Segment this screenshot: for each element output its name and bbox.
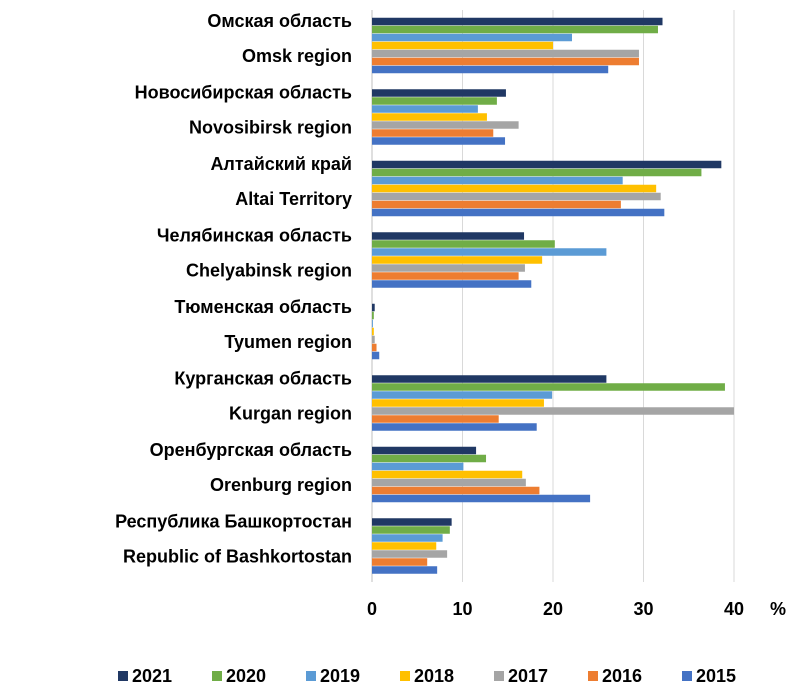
bar <box>372 176 623 185</box>
legend-label: 2020 <box>226 666 266 686</box>
bar <box>372 121 519 129</box>
x-tick-label: 20 <box>543 599 563 619</box>
category-label: Оренбургская область <box>150 440 352 460</box>
bar <box>372 526 450 534</box>
category-label: Тюменская область <box>174 297 352 317</box>
bar <box>372 272 519 280</box>
bar <box>372 375 607 383</box>
bar <box>372 391 553 399</box>
legend-swatch <box>682 671 692 681</box>
bar <box>372 566 438 574</box>
bar <box>372 383 725 391</box>
legend-label: 2021 <box>132 666 172 686</box>
x-tick-label: 40 <box>724 599 744 619</box>
bar <box>372 232 525 240</box>
category-label-en: Chelyabinsk region <box>186 260 352 280</box>
bar <box>372 478 526 487</box>
bar <box>372 351 380 360</box>
bar <box>372 518 452 526</box>
legend-swatch <box>494 671 504 681</box>
bar <box>372 97 497 105</box>
category-label-en: Omsk region <box>242 46 352 66</box>
bar <box>372 25 658 34</box>
bar <box>372 17 663 26</box>
bar <box>372 240 555 248</box>
bar <box>372 113 487 121</box>
bar <box>372 200 621 209</box>
bar <box>372 319 373 328</box>
x-tick-label: 10 <box>452 599 472 619</box>
bar <box>372 415 499 423</box>
bar <box>372 192 661 201</box>
bar <box>372 160 722 169</box>
bar <box>372 343 377 352</box>
bar <box>372 168 702 177</box>
bar <box>372 303 375 312</box>
x-unit: % <box>770 599 786 619</box>
bar <box>372 407 734 415</box>
bar <box>372 558 428 566</box>
bar <box>372 446 477 455</box>
bar <box>372 494 591 503</box>
legend-label: 2019 <box>320 666 360 686</box>
bar <box>372 486 540 495</box>
legend-swatch <box>118 671 128 681</box>
legend-swatch <box>588 671 598 681</box>
bar <box>372 184 657 193</box>
category-label: Курганская область <box>174 368 352 388</box>
bar <box>372 335 375 344</box>
category-label: Алтайский край <box>210 154 352 174</box>
category-label-en: Tyumen region <box>224 332 352 352</box>
bar <box>372 327 374 336</box>
category-label: Республика Башкортостан <box>115 511 352 531</box>
bar <box>372 311 374 320</box>
bar <box>372 65 609 74</box>
bar <box>372 542 437 550</box>
category-label-en: Novosibirsk region <box>189 117 352 137</box>
legend-swatch <box>212 671 222 681</box>
legend-swatch <box>306 671 316 681</box>
bar <box>372 41 553 50</box>
category-label-en: Kurgan region <box>229 403 352 423</box>
legend-label: 2016 <box>602 666 642 686</box>
category-label-en: Orenburg region <box>210 475 352 495</box>
bar <box>372 280 532 288</box>
bar <box>372 454 487 463</box>
legend-label: 2018 <box>414 666 454 686</box>
bar <box>372 264 525 272</box>
bar <box>372 57 639 66</box>
bar <box>372 550 448 558</box>
legend-swatch <box>400 671 410 681</box>
category-label-en: Altai Territory <box>235 189 352 209</box>
x-tick-label: 30 <box>633 599 653 619</box>
bar <box>372 470 523 479</box>
legend-label: 2017 <box>508 666 548 686</box>
bar <box>372 33 573 42</box>
legend-label: 2015 <box>696 666 736 686</box>
category-label: Челябинская область <box>157 225 352 245</box>
bar <box>372 248 607 256</box>
bar <box>372 89 506 97</box>
bar <box>372 399 544 407</box>
bar <box>372 105 478 113</box>
bar <box>372 129 494 137</box>
category-label-en: Republic of Bashkortostan <box>123 546 352 566</box>
bar <box>372 49 639 58</box>
bar <box>372 256 543 264</box>
bar <box>372 137 506 145</box>
bar <box>372 208 665 217</box>
category-label: Омская область <box>207 11 352 31</box>
x-tick-label: 0 <box>367 599 377 619</box>
category-label: Новосибирская область <box>135 82 352 102</box>
bar <box>372 462 464 471</box>
bar <box>372 534 443 542</box>
bar <box>372 423 537 431</box>
